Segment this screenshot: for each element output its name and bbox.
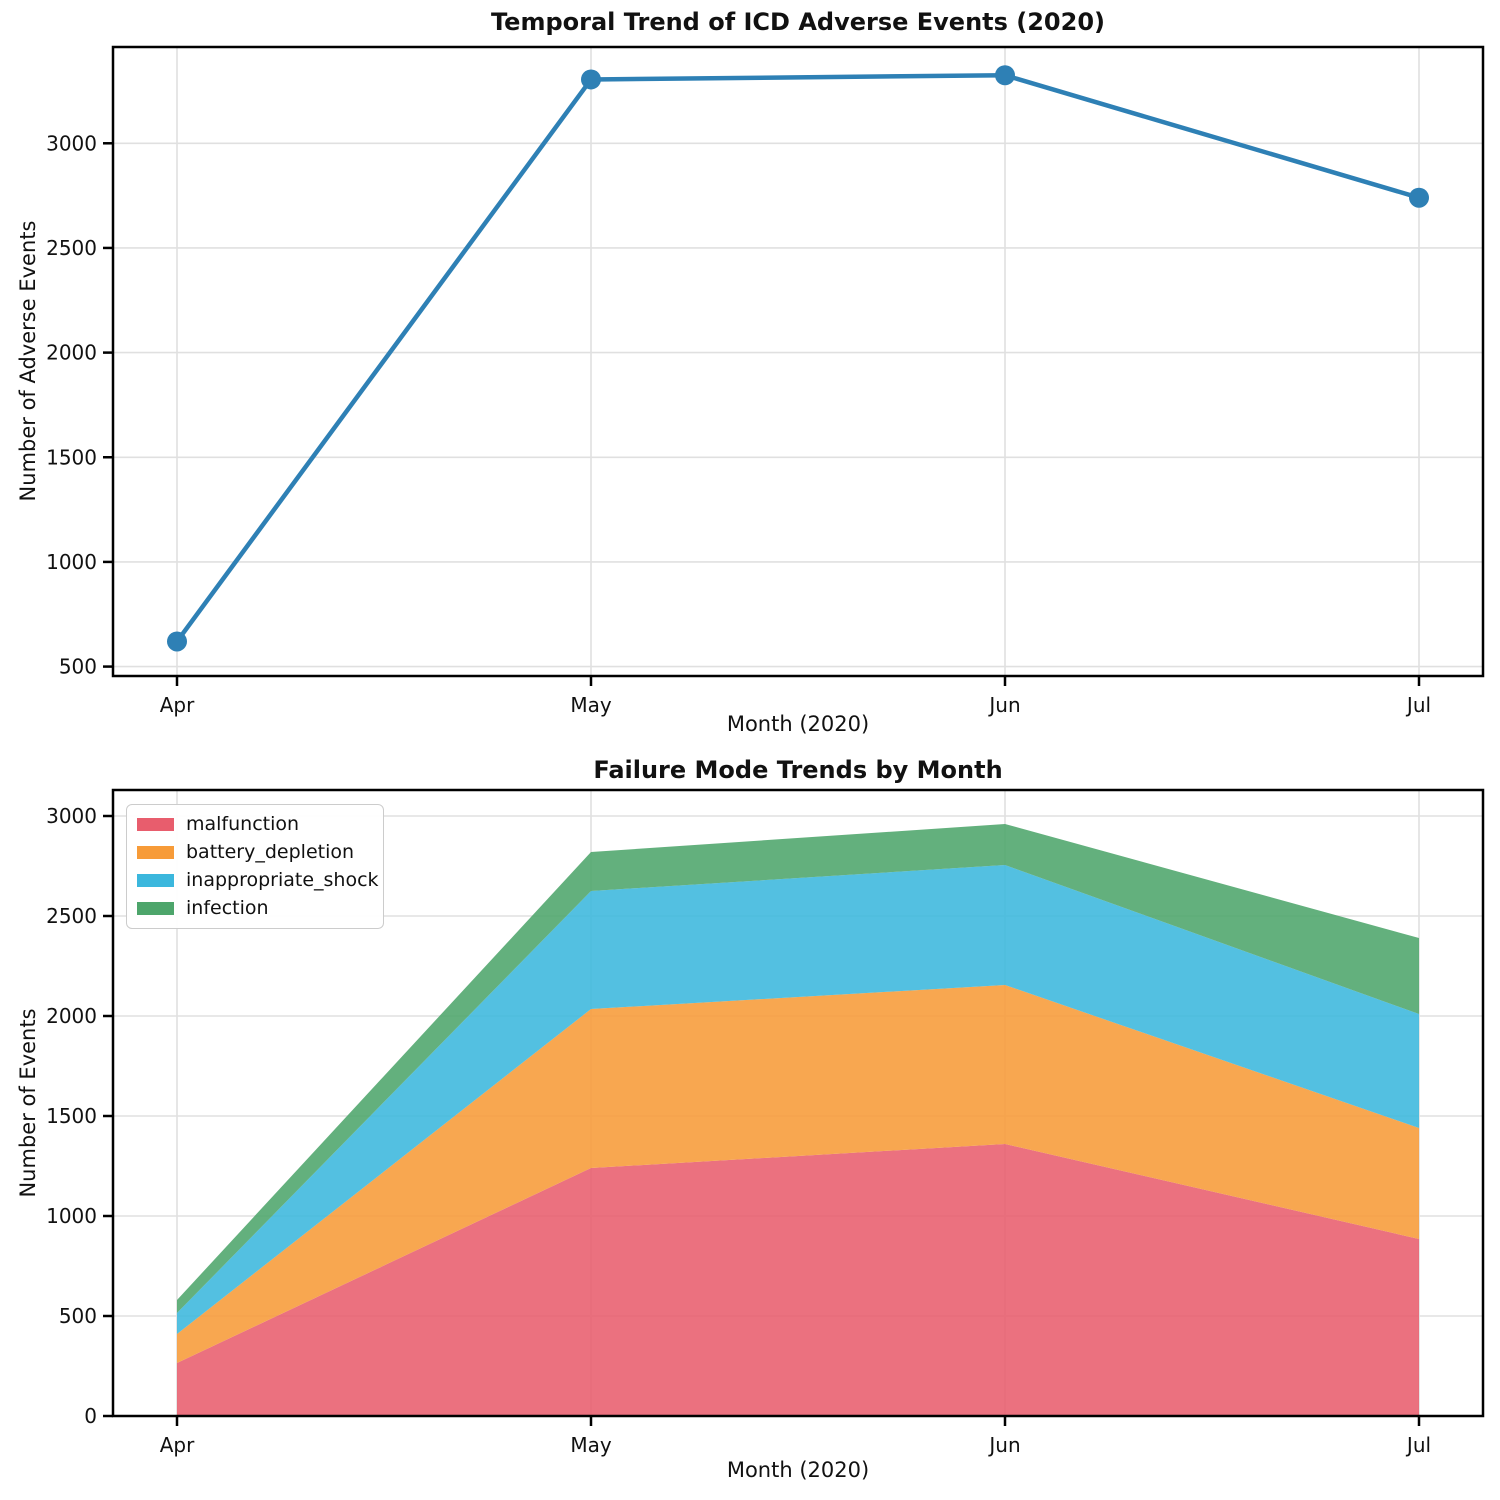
chart1-ylabel: Number of Adverse Events (16, 220, 40, 502)
legend-item-malfunction: malfunction (137, 814, 371, 835)
legend-label: infection (186, 897, 269, 919)
legend-item-infection: infection (137, 898, 371, 919)
data-point-marker (995, 65, 1015, 86)
chart2-ylabel: Number of Events (16, 1008, 40, 1198)
y-tick-label: 1500 (46, 445, 97, 469)
legend-swatch-malfunction (137, 818, 174, 831)
data-point-marker (1409, 187, 1429, 208)
x-tick-label: May (570, 1433, 612, 1457)
y-tick-label: 1000 (46, 550, 97, 574)
area-inappropriate_shock (177, 865, 1419, 1334)
y-tick-label: 2500 (46, 904, 97, 928)
axes-spines (111, 45, 1485, 678)
chart2-xlabel: Month (2020) (726, 1458, 870, 1482)
axes-spines (111, 788, 1485, 1418)
x-tick-label: May (570, 693, 612, 717)
y-tick-label: 500 (59, 1304, 97, 1328)
y-tick-label: 500 (59, 655, 97, 679)
legend-label: battery_depletion (186, 841, 355, 863)
legend-label: inappropriate_shock (186, 869, 379, 891)
chart1-title: Temporal Trend of ICD Adverse Events (20… (490, 8, 1106, 36)
y-tick-label: 3000 (46, 131, 97, 155)
trend-line (174, 73, 1422, 644)
y-tick-label: 2000 (46, 1004, 97, 1028)
chart2-title: Failure Mode Trends by Month (593, 756, 1003, 784)
x-tick-label: Jul (1405, 1433, 1431, 1457)
data-point-marker (167, 631, 187, 652)
x-tick-label: Jun (987, 1433, 1020, 1457)
y-tick-label: 2500 (46, 236, 97, 260)
legend-swatch-inappropriate_shock (137, 874, 174, 887)
legend-item-inappropriate_shock: inappropriate_shock (137, 870, 379, 891)
y-tick-label: 0 (84, 1404, 97, 1428)
y-tick-label: 3000 (46, 804, 97, 828)
x-tick-label: Apr (160, 1433, 195, 1457)
x-tick-label: Apr (160, 693, 195, 717)
data-point-marker (581, 69, 601, 90)
legend-swatch-battery_depletion (137, 846, 174, 859)
x-tick-label: Jul (1405, 693, 1431, 717)
y-tick-label: 1500 (46, 1104, 97, 1128)
legend-item-battery_depletion: battery_depletion (137, 842, 371, 863)
y-tick-label: 2000 (46, 341, 97, 365)
y-tick-label: 1000 (46, 1204, 97, 1228)
chart1-xlabel: Month (2020) (726, 712, 870, 736)
x-tick-label: Jun (987, 693, 1020, 717)
legend-label: malfunction (186, 813, 300, 835)
legend: malfunction battery_depletion inappropriat… (126, 804, 384, 929)
area-malfunction (177, 1144, 1419, 1416)
area-battery_depletion (177, 985, 1419, 1363)
legend-swatch-infection (137, 902, 174, 915)
